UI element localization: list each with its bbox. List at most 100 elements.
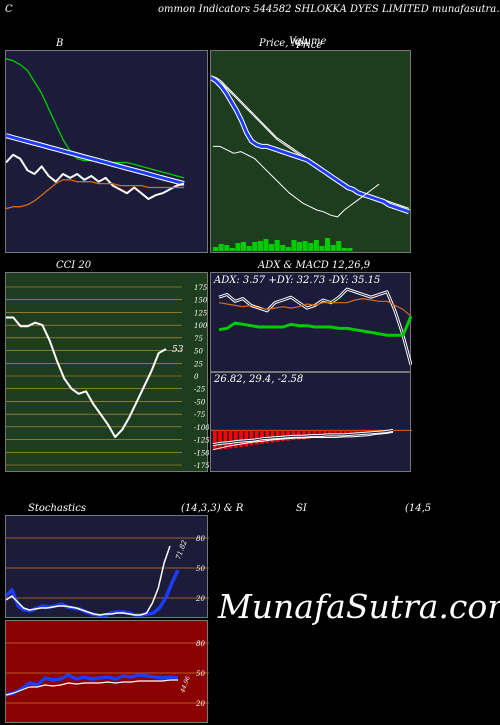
cci-tick-label: 100 [194,322,208,330]
cci-tick-label: -75 [194,411,206,419]
page-title: ommon Indicators 544582 SHLOKKA DYES LIM… [158,4,500,15]
macd-histogram-bar [354,430,359,435]
cci-tick-label: 50 [194,348,203,356]
cci-line [6,316,167,438]
volume-bar [297,242,303,251]
volume-bar [241,242,247,251]
bollinger-price-line [6,153,185,200]
macd-histogram-bar [233,430,238,448]
volume-bar [285,247,291,251]
rsi-tick-label: 20 [195,700,205,708]
price-ma-overlay-price: Price [296,40,323,51]
adx-macd-title: ADX & MACD 12,26,9 [258,260,371,271]
adx-panel [210,272,412,372]
bollinger-panel [5,50,208,253]
macd-histogram-bar [322,430,327,437]
rsi-panel: 80 50 20 44.96 [5,620,209,723]
bollinger-chart [6,58,185,210]
cci-tick-label: -25 [194,386,206,394]
cci-tick-label: -175 [194,462,209,470]
macd-histogram-bar [317,430,322,438]
volume-bar [213,247,219,251]
stoch-title-right: (14,3,3) & R [181,503,244,514]
volume-bar [274,240,280,251]
volume-bar [336,241,342,251]
cci-tick-label: -50 [194,398,206,406]
adx-minus-di-line [218,298,412,317]
macd-histogram-bar [338,430,343,436]
cci-tick-label: -100 [194,424,209,432]
price-line [213,145,380,218]
macd-histogram-bar [349,430,353,435]
price-ma-title: Price, MA [259,38,310,49]
rsi-tick-label: 50 [196,670,205,678]
volume-bar [302,241,308,251]
stoch-last-label: 71.82 [174,539,189,561]
ma-fast-line [211,76,410,214]
cci-tick-label: 25 [193,360,203,368]
cci-panel: 175 150 125 100 75 50 25 0 -25 -50 -75 -100 -125 -150… [5,272,209,472]
ma-fast-outline [211,75,410,215]
cci-chart: 175 150 125 100 75 50 25 0 -25 -50 -75 -100 -125 -150… [6,284,209,470]
bollinger-lower-line [6,179,184,210]
volume-bar [257,241,263,251]
rsi-tick-label: 80 [196,640,205,648]
macd-values-label: 26.82, 29.4, -2.58 [214,374,304,385]
volume-bar [347,248,353,251]
macd-panel [210,372,412,472]
macd-line [212,431,394,451]
stochastics-chart: 80 50 20 71.82 [6,535,209,618]
volume-bar [325,238,331,251]
stochastics-panel: 80 50 20 71.82 [5,515,209,618]
stoch-tick-label: 80 [196,535,205,543]
ma-slow-line-2 [211,77,410,211]
volume-bar [308,243,314,251]
cci-tick-label: -125 [194,437,209,445]
cci-last-label: 53 [172,345,184,355]
macd-histogram-bar [260,430,264,444]
macd-histogram-bar [254,430,259,445]
price-ma-panel [210,50,411,253]
volume-bar [252,242,258,251]
rsi-title-left: SI [296,503,307,514]
bollinger-middle-line [6,134,185,186]
macd-histogram-bar [228,430,233,449]
bollinger-title: B [56,38,64,49]
stoch-tick-label: 50 [196,565,205,573]
rsi-white-line [6,679,178,696]
volume-bar [269,244,275,251]
macd-histogram-bar [265,430,270,444]
macd-signal-line [212,429,394,446]
stoch-tick-label: 20 [195,595,205,603]
rsi-last-label: 44.96 [179,675,192,695]
volume-bar [263,239,269,251]
volume-bar [218,244,224,251]
cci-tick-label: 0 [194,373,199,381]
macd-histogram-bar [218,430,222,450]
cci-tick-label: 75 [194,335,203,343]
rsi-title-right: (14,5 [405,503,432,514]
cci-title: CCI 20 [56,260,92,271]
volume-bar [229,248,235,251]
macd-histogram-bar [343,430,348,436]
rsi-blue-line [6,673,179,697]
macd-histogram-bar [239,430,243,448]
volume-bar [224,245,230,251]
stoch-title-left: Stochastics [28,503,86,514]
macd-histogram-bar [223,430,228,449]
macd-chart [211,428,412,451]
adx-values-label: ADX: 3.57 +DY: 32.73 -DY: 35.15 [214,275,381,286]
volume-bar [235,243,241,251]
cci-tick-label: -150 [194,449,209,457]
volume-bar [330,245,336,251]
price-ma-chart [211,75,410,251]
macd-histogram-bar [244,430,249,447]
cci-tick-label: 175 [194,284,208,292]
volume-bar [280,245,286,251]
adx-line [218,315,412,337]
volume-bar [313,240,319,251]
volume-bar [341,248,347,251]
watermark: MunafaSutra.com [218,587,500,626]
volume-bar [319,246,325,251]
